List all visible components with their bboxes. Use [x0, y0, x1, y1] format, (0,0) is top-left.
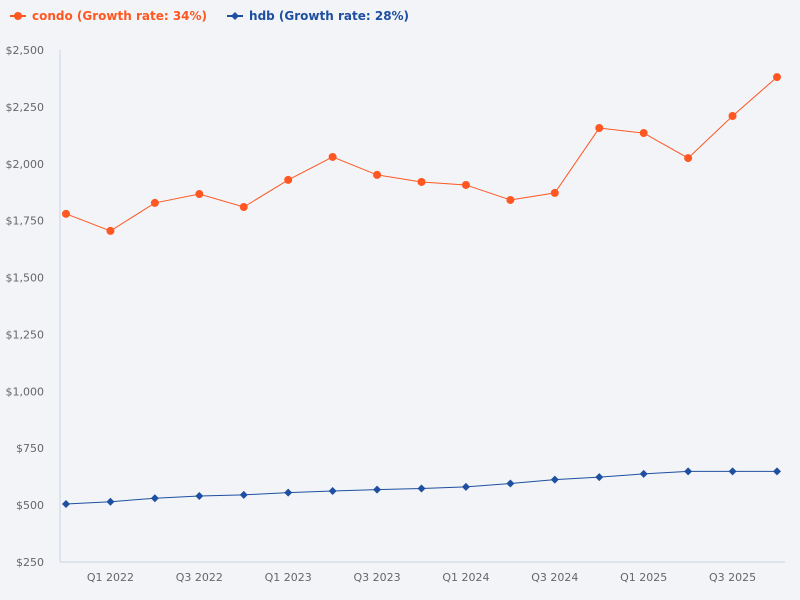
- legend: condo (Growth rate: 34%) hdb (Growth rat…: [10, 9, 409, 23]
- data-point: [239, 490, 248, 499]
- data-point: [728, 467, 737, 476]
- y-tick-label: $500: [16, 499, 44, 512]
- data-point: [773, 73, 781, 82]
- data-point: [595, 473, 604, 482]
- data-point: [506, 479, 515, 488]
- x-tick-label: Q3 2023: [353, 571, 400, 584]
- y-tick-label: $250: [16, 556, 44, 569]
- data-point: [639, 469, 648, 478]
- x-tick-label: Q1 2024: [442, 571, 489, 584]
- x-tick-label: Q3 2025: [709, 571, 756, 584]
- data-point: [284, 488, 293, 497]
- data-point: [728, 111, 737, 120]
- y-tick-label: $1,500: [6, 272, 45, 285]
- x-tick-label: Q1 2022: [87, 571, 134, 584]
- legend-item-hdb[interactable]: hdb (Growth rate: 28%): [227, 9, 409, 23]
- circle-marker-icon: [10, 12, 26, 20]
- data-point: [639, 129, 648, 138]
- data-point: [106, 497, 115, 506]
- data-point: [373, 485, 382, 494]
- data-point: [150, 494, 159, 503]
- data-point: [684, 154, 693, 163]
- y-tick-label: $2,250: [6, 101, 45, 114]
- data-point: [773, 467, 781, 476]
- data-point: [328, 152, 337, 161]
- series-line-condo: [65, 76, 778, 232]
- data-point: [506, 195, 515, 204]
- data-point: [106, 226, 115, 235]
- data-point: [195, 190, 204, 199]
- diamond-marker-icon: [227, 12, 244, 20]
- data-point: [684, 467, 693, 476]
- data-point: [328, 487, 337, 496]
- data-point: [239, 203, 248, 212]
- data-point: [417, 484, 426, 493]
- data-point: [150, 198, 159, 207]
- data-point: [195, 492, 204, 501]
- data-point: [461, 482, 470, 491]
- x-tick-label: Q1 2025: [620, 571, 667, 584]
- data-point: [62, 499, 70, 508]
- data-point: [62, 209, 70, 218]
- y-tick-label: $1,250: [6, 328, 45, 341]
- y-tick-label: $2,000: [6, 158, 45, 171]
- y-tick-label: $1,000: [6, 385, 45, 398]
- x-tick-label: Q3 2024: [531, 571, 578, 584]
- legend-label: condo (Growth rate: 34%): [32, 9, 208, 23]
- data-point: [550, 475, 559, 484]
- legend-label: hdb (Growth rate: 28%): [249, 9, 410, 23]
- y-tick-label: $1,750: [6, 215, 45, 228]
- legend-item-condo[interactable]: condo (Growth rate: 34%): [10, 9, 207, 23]
- data-point: [284, 175, 293, 184]
- data-point: [417, 177, 426, 186]
- data-point: [373, 170, 382, 179]
- data-point: [595, 124, 604, 133]
- y-tick-label: $750: [16, 442, 44, 455]
- y-tick-label: $2,500: [6, 44, 45, 57]
- x-tick-label: Q3 2022: [176, 571, 223, 584]
- data-point: [550, 188, 559, 197]
- x-tick-label: Q1 2023: [265, 571, 312, 584]
- data-point: [461, 180, 470, 189]
